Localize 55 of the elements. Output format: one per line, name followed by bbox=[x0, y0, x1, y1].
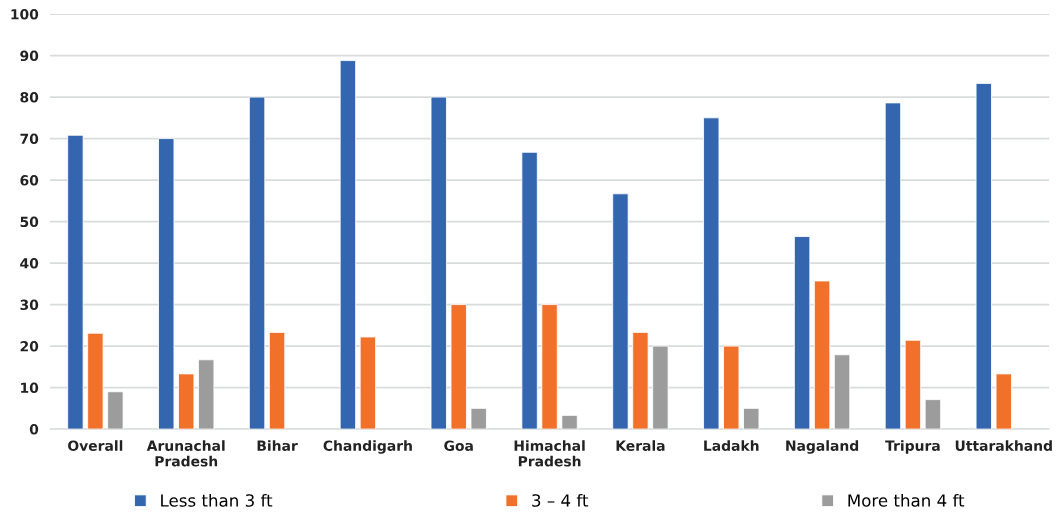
y-tick-label: 90 bbox=[20, 50, 39, 62]
bar bbox=[723, 345, 740, 430]
bar bbox=[924, 399, 942, 430]
x-tick-label: Arunachal Pradesh bbox=[146, 440, 225, 467]
bar bbox=[743, 407, 760, 430]
y-tick-label: 30 bbox=[20, 299, 39, 311]
bar bbox=[248, 96, 266, 430]
bar bbox=[67, 134, 84, 430]
bar bbox=[813, 280, 831, 430]
bar bbox=[198, 359, 215, 430]
bar bbox=[703, 117, 720, 430]
legend-label: More than 4 ft bbox=[848, 493, 965, 507]
bar bbox=[158, 138, 175, 430]
x-tick-label: Overall bbox=[68, 440, 123, 451]
x-tick-label: Uttarakhand bbox=[955, 440, 1052, 451]
y-tick-label: 80 bbox=[20, 92, 39, 103]
x-tick-label: Bihar bbox=[257, 440, 298, 451]
bar bbox=[339, 60, 357, 430]
bar bbox=[793, 236, 811, 430]
bar bbox=[470, 407, 487, 430]
bar bbox=[430, 96, 447, 430]
bar bbox=[904, 339, 922, 430]
x-tick-label: Nagaland bbox=[786, 440, 859, 454]
y-tick-label: 20 bbox=[20, 341, 39, 352]
bar bbox=[833, 354, 851, 430]
legend-label: Less than 3 ft bbox=[161, 493, 273, 507]
bar bbox=[652, 345, 669, 430]
x-tick-label: Chandigarh bbox=[323, 440, 412, 454]
bar bbox=[632, 331, 649, 430]
y-tick-label: 60 bbox=[20, 175, 39, 186]
y-tick-label: 50 bbox=[20, 216, 39, 228]
y-tick-label: 0 bbox=[29, 424, 39, 435]
bar bbox=[561, 414, 578, 430]
bar bbox=[975, 82, 992, 430]
bar bbox=[541, 304, 558, 430]
bar bbox=[450, 304, 467, 430]
y-tick-label: 100 bbox=[11, 9, 39, 20]
bar bbox=[268, 331, 286, 430]
bar bbox=[521, 151, 538, 430]
legend-label: 3 – 4 ft bbox=[532, 493, 589, 507]
bar bbox=[884, 102, 902, 430]
y-tick-label: 70 bbox=[20, 133, 39, 145]
bar bbox=[178, 373, 195, 430]
y-tick-label: 10 bbox=[21, 382, 39, 394]
x-tick-label: Kerala bbox=[616, 440, 665, 451]
bar bbox=[995, 373, 1012, 430]
x-tick-label: Himachal Pradesh bbox=[514, 440, 585, 467]
bar bbox=[359, 336, 377, 430]
y-tick-label: 40 bbox=[20, 258, 39, 269]
bar bbox=[612, 193, 629, 430]
bar bbox=[87, 332, 104, 430]
bar bbox=[107, 391, 124, 430]
x-tick-label: Tripura bbox=[885, 440, 940, 454]
x-tick-label: Ladakh bbox=[704, 440, 759, 451]
x-tick-label: Goa bbox=[444, 440, 473, 451]
